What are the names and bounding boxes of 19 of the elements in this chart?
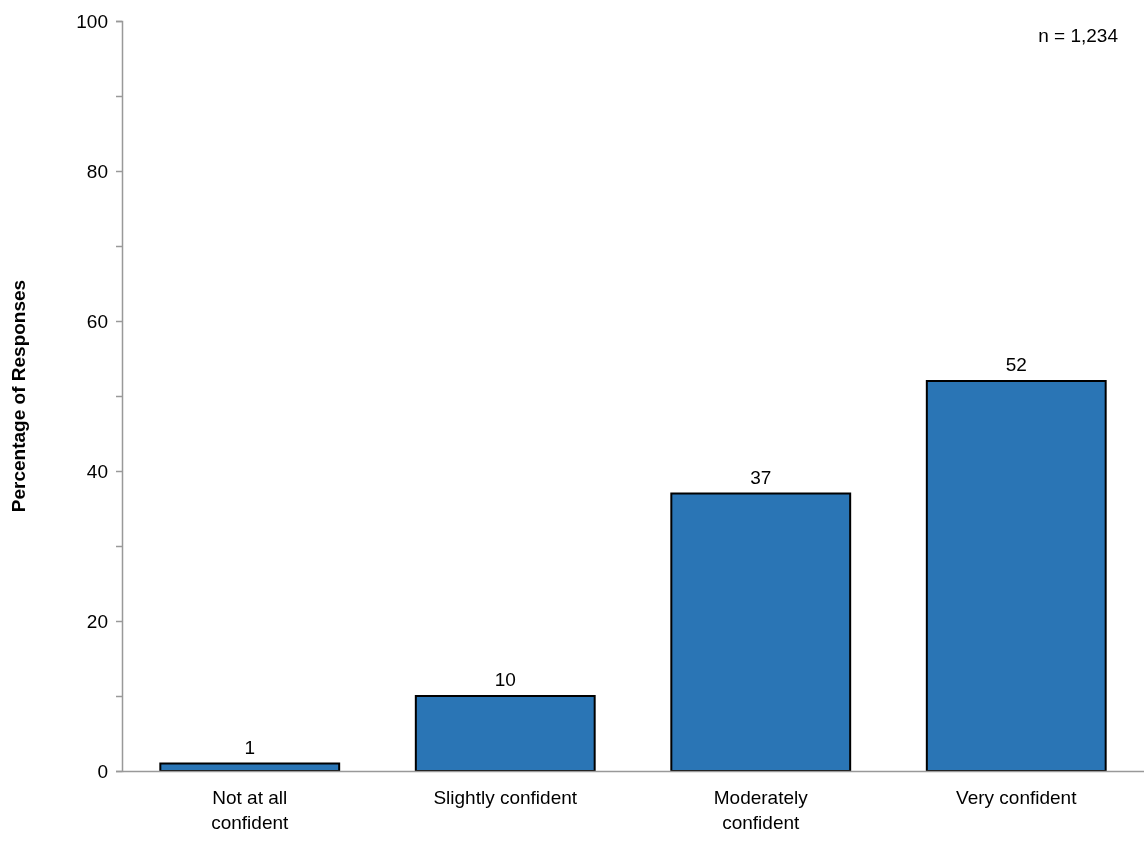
bar (414, 695, 596, 772)
y-tick-label: 80 (86, 160, 108, 182)
x-tick-label: Not at all confident (211, 787, 290, 834)
y-tick-label: 100 (76, 10, 108, 32)
data-label: 52 (1005, 354, 1027, 375)
data-label: 10 (494, 669, 516, 690)
x-tick-label: Very confident (956, 787, 1078, 809)
y-tick-label: 40 (86, 460, 108, 482)
y-tick-label: 60 (86, 310, 108, 332)
data-label: 1 (244, 736, 256, 758)
y-tick-label: 0 (97, 760, 108, 782)
y-axis-title: Percentage of Responses (8, 279, 29, 513)
annotation: n = 1,234 (1038, 25, 1119, 46)
data-label: 37 (750, 466, 772, 488)
x-tick-label: Slightly confident (433, 787, 578, 809)
bar (670, 492, 852, 772)
bar (925, 380, 1107, 772)
y-tick-label: 20 (86, 610, 108, 632)
x-tick-label: Moderately confident (713, 787, 809, 834)
